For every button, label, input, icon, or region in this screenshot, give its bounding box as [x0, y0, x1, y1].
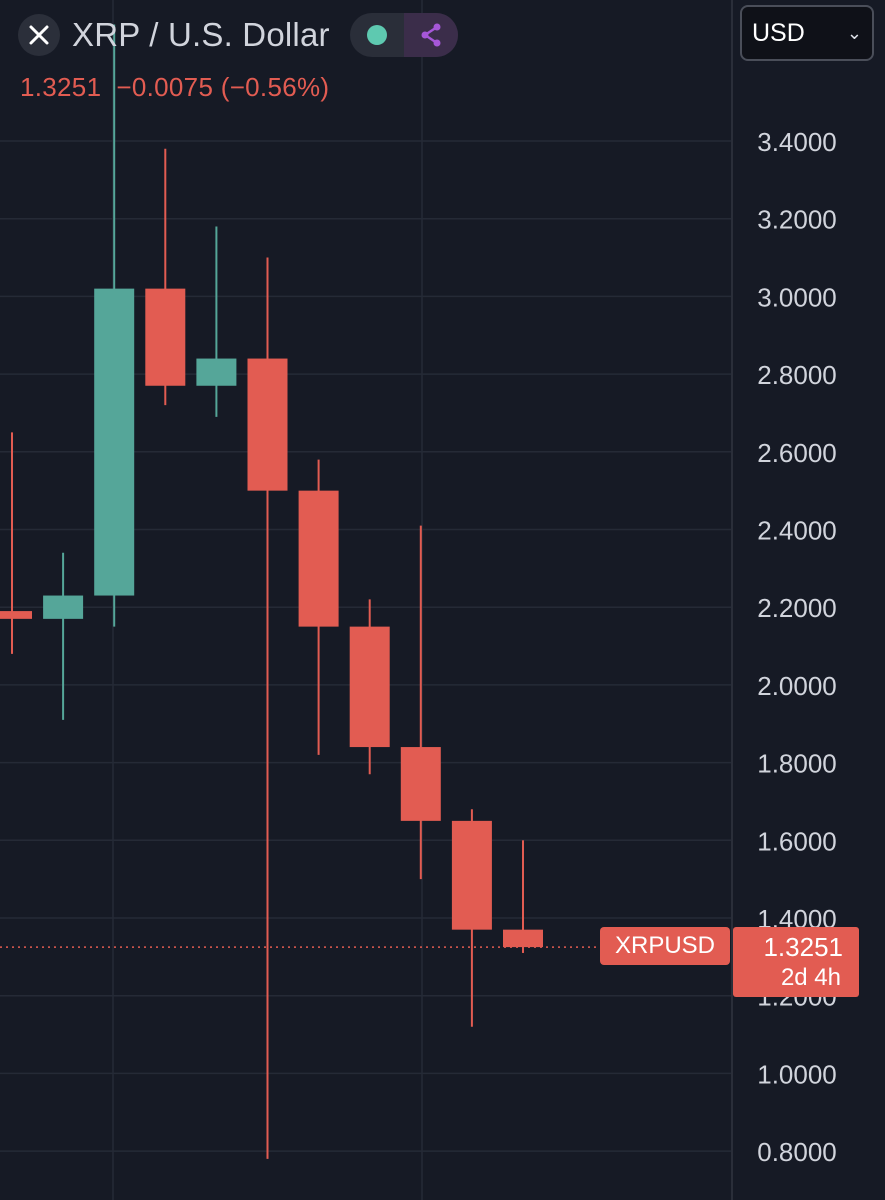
last-price-value: 1.3251 [20, 72, 102, 102]
y-tick-label: 1.8000 [757, 749, 837, 779]
y-tick-label: 0.8000 [757, 1137, 837, 1167]
candle-body [298, 490, 339, 627]
candle-body [349, 626, 390, 748]
candle[interactable] [43, 552, 84, 720]
price-change-percent: (−0.56%) [220, 72, 330, 102]
y-tick-label: 2.2000 [757, 593, 837, 623]
y-tick-label: 1.6000 [757, 826, 837, 856]
candle[interactable] [349, 599, 390, 775]
quote-line: 1.3251 −0.0075 (−0.56%) [20, 72, 329, 103]
price-change-value: −0.0075 [116, 72, 214, 102]
chevron-down-icon: ⌄ [846, 22, 862, 43]
y-tick-label: 3.4000 [757, 127, 837, 157]
candle[interactable] [400, 525, 441, 880]
candle-body [451, 820, 492, 930]
candle-body [247, 358, 288, 491]
symbol-title[interactable]: XRP / U.S. Dollar [72, 16, 330, 53]
x-logo-icon [18, 14, 60, 56]
candle[interactable] [247, 257, 288, 1159]
candle-body [0, 611, 32, 619]
candle-body [400, 747, 441, 821]
symbol-price-tag: XRPUSD [600, 927, 730, 965]
last-price-box: 1.3251 2d 4h [733, 927, 859, 997]
y-tick-label: 2.4000 [757, 516, 837, 546]
candles [0, 24, 543, 1159]
candle[interactable] [451, 809, 492, 1027]
status-pill[interactable] [349, 13, 458, 57]
candle-body [503, 929, 543, 948]
y-tick-label: 3.0000 [757, 282, 837, 312]
candle[interactable] [94, 24, 135, 627]
market-open-dot-icon [366, 25, 387, 45]
bar-countdown-label: 2d 4h [780, 964, 841, 991]
share-button[interactable] [403, 13, 458, 57]
candle-body [94, 288, 135, 596]
candle[interactable] [145, 148, 186, 406]
chart-grid [0, 0, 733, 1200]
last-price-label: 1.3251 [763, 932, 843, 962]
y-tick-label: 1.0000 [757, 1059, 837, 1089]
share-nodes-icon [421, 23, 441, 47]
candle[interactable] [298, 459, 339, 755]
market-open-button[interactable] [350, 13, 404, 57]
y-tick-label: 2.8000 [757, 360, 837, 390]
y-tick-label: 2.0000 [757, 671, 837, 701]
y-tick-label: 2.6000 [757, 438, 837, 468]
y-tick-label: 3.2000 [757, 205, 837, 235]
candle-body [43, 595, 84, 619]
candle-body [196, 358, 237, 386]
candle[interactable] [503, 840, 543, 953]
candle-body [145, 288, 186, 386]
currency-select[interactable]: USD ⌄ [740, 5, 874, 61]
symbol-header: XRP / U.S. Dollar [18, 12, 458, 58]
price-axis[interactable]: 0.80001.00001.20001.40001.60001.80002.00… [757, 127, 837, 1167]
candle[interactable] [196, 226, 237, 417]
currency-select-value: USD [752, 18, 805, 47]
candle[interactable] [0, 432, 32, 654]
